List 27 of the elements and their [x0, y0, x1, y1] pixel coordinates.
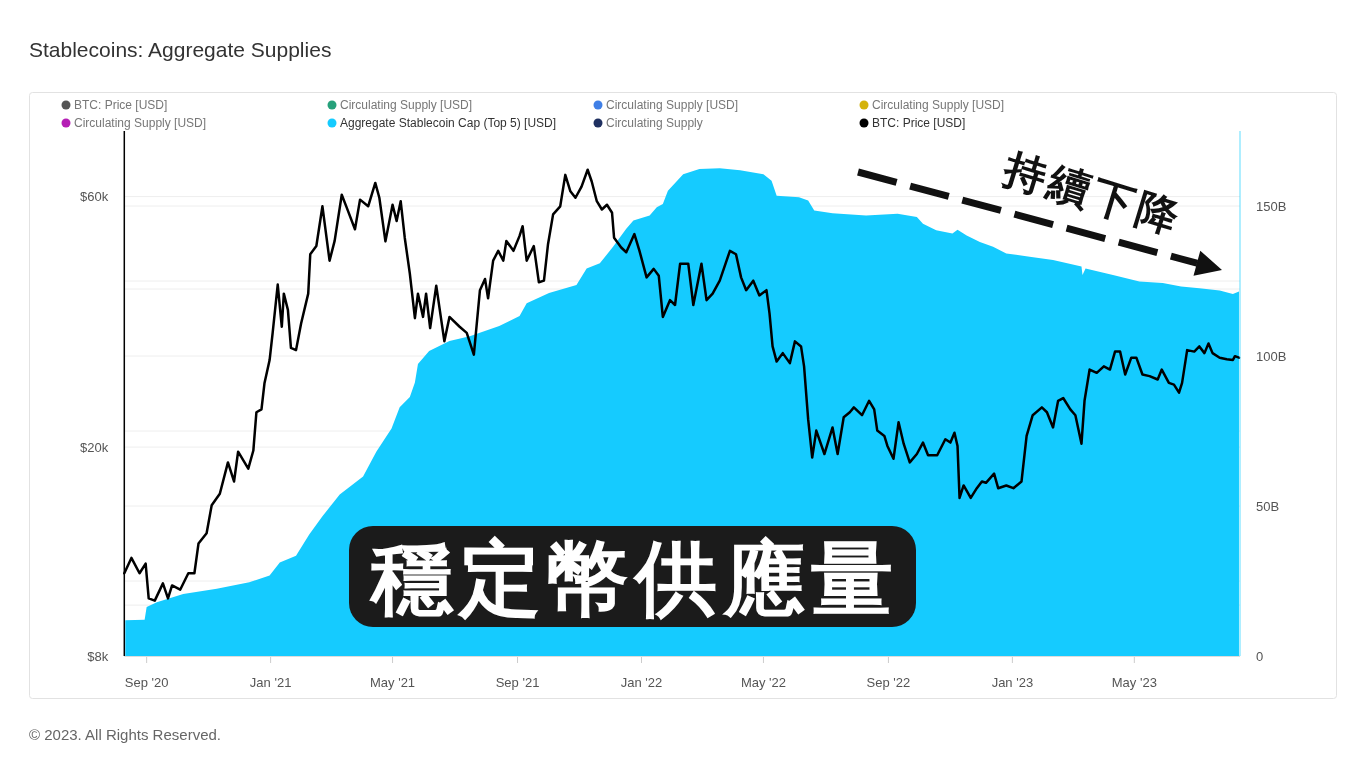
legend-label: Circulating Supply [USD] [74, 116, 207, 130]
chart-title: Stablecoins: Aggregate Supplies [29, 37, 332, 61]
y-tick-label: $8k [87, 648, 109, 664]
x-tick-label: Sep '20 [124, 674, 169, 690]
legend-label: Aggregate Stablecoin Cap (Top 5) [USD] [340, 116, 557, 130]
text: © 2023. All Rights Reserved. [29, 725, 221, 743]
x-tick-label: Jan '23 [991, 674, 1034, 690]
legend-label: Circulating Supply [USD] [340, 98, 473, 112]
x-tick-label: May '21 [369, 674, 416, 690]
y2-tick-label: 0 [1256, 648, 1264, 664]
legend-label: Circulating Supply [USD] [872, 98, 1005, 112]
legend-label: Circulating Supply [606, 116, 703, 130]
y-tick-label: $60k [80, 189, 109, 205]
legend-label: BTC: Price [USD] [872, 116, 966, 130]
x-tick-label: May '22 [740, 674, 786, 690]
y2-tick-label: 50B [1256, 498, 1280, 514]
x-tick-label: Sep '21 [495, 674, 540, 690]
y-tick-label: $20k [80, 439, 109, 455]
x-tick-label: Jan '21 [249, 674, 292, 690]
x-tick-label: Jan '22 [620, 674, 663, 690]
annotation: 持續下降 [996, 144, 1188, 244]
legend-label: BTC: Price [USD] [74, 98, 168, 112]
x-tick-label: Sep '22 [866, 674, 911, 690]
y2-tick-label: 150B [1256, 198, 1287, 214]
y2-tick-label: 100B [1256, 348, 1287, 364]
legend-label: Circulating Supply [USD] [606, 98, 739, 112]
x-tick-label: May '23 [1111, 674, 1157, 690]
